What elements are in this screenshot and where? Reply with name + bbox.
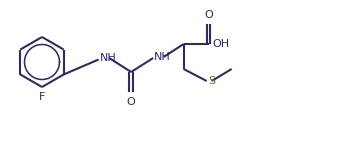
Text: NH: NH xyxy=(100,53,116,63)
Text: O: O xyxy=(127,96,136,106)
Text: OH: OH xyxy=(212,39,229,49)
Text: O: O xyxy=(204,10,213,20)
Text: S: S xyxy=(208,76,215,86)
Text: NH: NH xyxy=(154,52,171,62)
Text: F: F xyxy=(39,92,45,102)
